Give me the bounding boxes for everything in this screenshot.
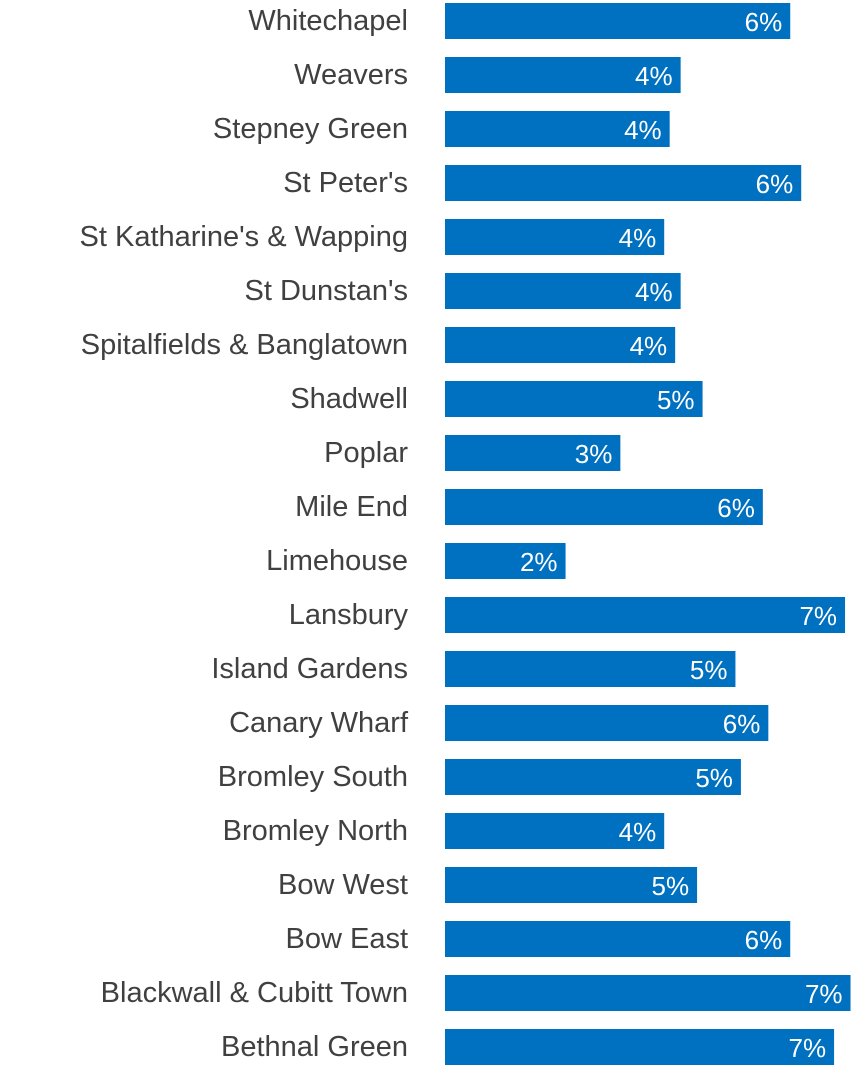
category-label: Limehouse [266, 545, 408, 577]
data-label: 6% [745, 925, 783, 955]
bar [445, 489, 763, 525]
category-label: St Dunstan's [244, 275, 408, 307]
data-label: 3% [575, 439, 613, 469]
bar [445, 381, 703, 417]
data-label: 7% [805, 979, 843, 1009]
bar [445, 57, 681, 93]
data-label: 4% [630, 331, 668, 361]
category-label: Bow East [286, 923, 409, 955]
category-label: Stepney Green [213, 113, 408, 145]
data-label: 4% [624, 115, 662, 145]
data-label: 6% [717, 493, 755, 523]
category-label: Bow West [278, 869, 408, 901]
category-label: Bromley South [218, 761, 408, 793]
category-label: St Peter's [283, 167, 408, 199]
bar [445, 273, 681, 309]
category-label: Spitalfields & Banglatown [81, 329, 408, 361]
category-label: Lansbury [289, 599, 409, 631]
category-label: Poplar [324, 437, 408, 469]
category-label: Canary Wharf [229, 707, 409, 739]
category-label: Island Gardens [211, 653, 408, 685]
data-label: 4% [619, 223, 657, 253]
data-label: 6% [723, 709, 761, 739]
data-label: 5% [690, 655, 728, 685]
data-label: 5% [695, 763, 733, 793]
bar [445, 975, 851, 1011]
bar [445, 1029, 835, 1065]
data-label: 4% [619, 817, 657, 847]
bar [445, 543, 566, 579]
category-label: St Katharine's & Wapping [80, 221, 408, 253]
bar [445, 435, 621, 471]
category-label: Weavers [294, 59, 408, 91]
category-label: Mile End [295, 491, 408, 523]
bar [445, 759, 741, 795]
data-label: 4% [635, 61, 673, 91]
data-label: 7% [799, 601, 837, 631]
category-label: Bromley North [223, 815, 408, 847]
bar [445, 3, 791, 39]
bar [445, 921, 791, 957]
data-label: 5% [657, 385, 695, 415]
bar [445, 111, 670, 147]
category-label: Whitechapel [248, 5, 408, 37]
bar [445, 651, 736, 687]
data-label: 4% [635, 277, 673, 307]
bar [445, 705, 769, 741]
data-label: 6% [745, 7, 783, 37]
data-label: 2% [520, 547, 558, 577]
bar [445, 219, 665, 255]
category-label: Blackwall & Cubitt Town [101, 977, 408, 1009]
data-label: 7% [789, 1033, 827, 1063]
bar [445, 327, 676, 363]
bar [445, 597, 846, 633]
category-label: Shadwell [290, 383, 408, 415]
bar [445, 165, 802, 201]
category-label: Bethnal Green [221, 1031, 408, 1063]
bar [445, 813, 665, 849]
data-label: 6% [756, 169, 794, 199]
bar [445, 867, 698, 903]
data-label: 5% [652, 871, 690, 901]
